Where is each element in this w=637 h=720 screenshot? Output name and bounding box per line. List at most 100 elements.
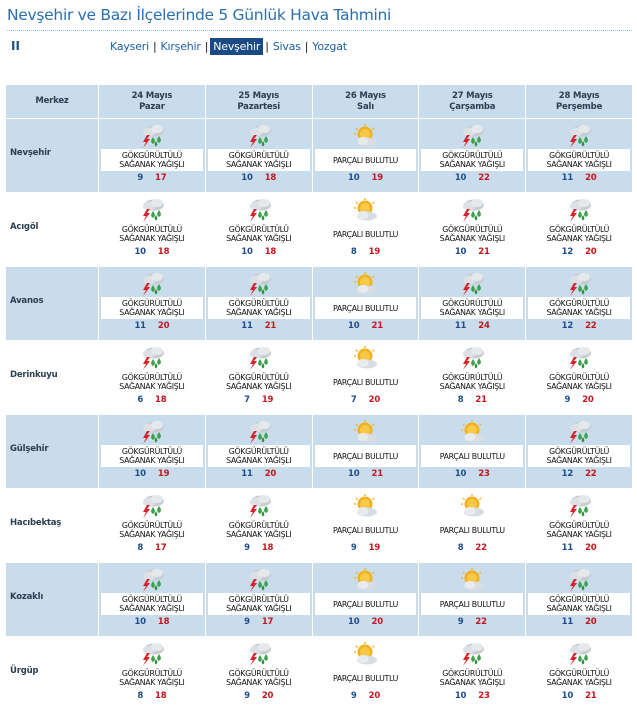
min-temp: 10 [348,469,360,479]
weather-text: GÖKGÜRÜLTÜLÜ SAĞANAK YAĞIŞLI [119,521,185,539]
weather-text: PARÇALI BULUTLU [333,452,398,461]
weather-line-2: SAĞANAK YAĞIŞLI [546,456,612,465]
forecast-cell: PARÇALI BULUTLU 10 19 [311,118,420,193]
weather-line-1: GÖKGÜRÜLTÜLÜ [228,225,289,234]
temperatures: 9 18 [206,543,312,553]
temperatures: 9 20 [526,395,632,405]
partly-cloudy-icon [354,198,378,221]
weather-line-2: SAĞANAK YAĞIŞLI [226,678,292,687]
weather-line-2: SAĞANAK YAĞIŞLI [546,530,612,539]
min-temp: 9 [244,617,250,627]
forecast-cell: GÖKGÜRÜLTÜLÜ SAĞANAK YAĞIŞLI 9 17 [204,562,313,637]
weather-text: GÖKGÜRÜLTÜLÜ SAĞANAK YAĞIŞLI [546,151,612,169]
forecast-cell: PARÇALI BULUTLU 9 22 [418,562,527,637]
min-temp: 6 [137,395,144,405]
forecast-cell: PARÇALI BULUTLU 9 19 [311,488,420,563]
day-header: 27 Mayıs Çarşamba [418,84,527,119]
weather-description: GÖKGÜRÜLTÜLÜ SAĞANAK YAĞIŞLI [101,593,203,615]
day-header: 24 Mayıs Pazar [98,84,206,119]
weather-text: GÖKGÜRÜLTÜLÜ SAĞANAK YAĞIŞLI [119,225,185,243]
temperatures: 11 20 [526,543,632,553]
city-link-nevşehir[interactable]: Nevşehir [210,38,264,55]
weather-description: GÖKGÜRÜLTÜLÜ SAĞANAK YAĞIŞLI [526,667,632,689]
weather-description: GÖKGÜRÜLTÜLÜ SAĞANAK YAĞIŞLI [526,519,632,541]
weather-description: GÖKGÜRÜLTÜLÜ SAĞANAK YAĞIŞLI [207,593,310,615]
max-temp: 18 [261,543,274,553]
weather-line-1: GÖKGÜRÜLTÜLÜ [442,669,503,678]
max-temp: 18 [157,617,170,627]
weather-line-1: GÖKGÜRÜLTÜLÜ [549,225,610,234]
district-name: Derinkuyu [5,340,99,415]
max-temp: 21 [585,691,597,701]
max-temp: 21 [264,321,277,331]
min-temp: 11 [241,469,253,479]
section-marker: II [11,39,20,53]
weather-text: GÖKGÜRÜLTÜLÜ SAĞANAK YAĞIŞLI [226,521,292,539]
weather-description: GÖKGÜRÜLTÜLÜ SAĞANAK YAĞIŞLI [206,371,312,393]
thunderstorm-icon [142,421,164,444]
weather-description: GÖKGÜRÜLTÜLÜ SAĞANAK YAĞIŞLI [528,149,630,171]
weather-text: GÖKGÜRÜLTÜLÜ SAĞANAK YAĞIŞLI [119,151,185,169]
max-temp: 20 [261,691,274,701]
nav-separator: | [204,40,209,53]
day-weekday: Pazartesi [237,101,280,112]
weather-line-1: PARÇALI BULUTLU [439,451,505,461]
weather-line-2: SAĞANAK YAĞIŞLI [226,234,292,243]
forecast-cell: GÖKGÜRÜLTÜLÜ SAĞANAK YAĞIŞLI 10 21 [418,192,527,267]
weather-line-1: GÖKGÜRÜLTÜLÜ [121,521,182,530]
min-temp: 11 [561,173,574,183]
thunderstorm-icon [249,347,271,370]
max-temp: 20 [585,247,597,257]
thunderstorm-icon [249,125,271,148]
partly-cloudy-icon [354,272,378,295]
min-temp: 10 [241,247,253,257]
min-temp: 10 [241,173,253,183]
day-weekday: Çarşamba [449,101,496,112]
thunderstorm-icon [570,125,592,148]
city-link-sivas[interactable]: Sivas [272,40,301,53]
thunderstorm-icon [142,569,164,592]
weather-text: GÖKGÜRÜLTÜLÜ SAĞANAK YAĞIŞLI [226,595,292,613]
weather-line-2: SAĞANAK YAĞIŞLI [546,382,612,391]
city-nav: Kayseri | Kırşehir | Nevşehir | Sivas | Yozgat [108,37,349,56]
max-temp: 23 [478,469,490,479]
max-temp: 22 [475,617,487,627]
min-temp: 10 [348,173,360,183]
city-link-yozgat[interactable]: Yozgat [312,40,347,53]
weather-text: GÖKGÜRÜLTÜLÜ SAĞANAK YAĞIŞLI [440,225,506,243]
district-name: Ürgüp [5,636,99,711]
max-temp: 24 [478,321,490,331]
max-temp: 19 [261,395,274,405]
weather-line-2: SAĞANAK YAĞIŞLI [226,382,292,391]
city-link-kırşehir[interactable]: Kırşehir [160,40,201,53]
max-temp: 19 [368,543,381,553]
min-temp: 10 [454,173,467,183]
weather-line-2: SAĞANAK YAĞIŞLI [546,678,612,687]
forecast-cell: GÖKGÜRÜLTÜLÜ SAĞANAK YAĞIŞLI 10 23 [418,636,527,711]
thunderstorm-icon [463,643,485,666]
weather-line-1: GÖKGÜRÜLTÜLÜ [121,447,182,456]
weather-line-1: GÖKGÜRÜLTÜLÜ [228,151,289,160]
forecast-cell: GÖKGÜRÜLTÜLÜ SAĞANAK YAĞIŞLI 11 24 [418,266,527,341]
weather-description: GÖKGÜRÜLTÜLÜ SAĞANAK YAĞIŞLI [419,371,525,393]
weather-line-1: GÖKGÜRÜLTÜLÜ [121,151,182,160]
max-temp: 20 [585,617,597,627]
day-header: 26 Mayıs Salı [311,84,420,119]
thunderstorm-icon [142,125,164,148]
forecast-cell: GÖKGÜRÜLTÜLÜ SAĞANAK YAĞIŞLI 11 21 [204,266,313,341]
thunderstorm-icon [249,199,271,222]
city-link-kayseri[interactable]: Kayseri [110,40,149,53]
table-row: Hacıbektaş GÖKGÜRÜLTÜLÜ SAĞANAK YAĞIŞLI 8 1… [5,488,633,563]
weather-line-1: GÖKGÜRÜLTÜLÜ [228,373,289,382]
weather-description: PARÇALI BULUTLU [313,519,419,541]
forecast-cell: GÖKGÜRÜLTÜLÜ SAĞANAK YAĞIŞLI 10 18 [204,192,313,267]
max-temp: 17 [155,543,167,553]
forecast-cell: GÖKGÜRÜLTÜLÜ SAĞANAK YAĞIŞLI 10 19 [98,414,206,489]
weather-line-2: SAĞANAK YAĞIŞLI [439,678,506,687]
temperatures: 8 22 [419,543,525,553]
min-temp: 11 [561,543,574,553]
weather-description: GÖKGÜRÜLTÜLÜ SAĞANAK YAĞIŞLI [99,667,205,689]
forecast-cell: PARÇALI BULUTLU 10 21 [311,414,420,489]
weather-line-1: GÖKGÜRÜLTÜLÜ [442,373,503,382]
thunderstorm-icon [463,199,485,222]
